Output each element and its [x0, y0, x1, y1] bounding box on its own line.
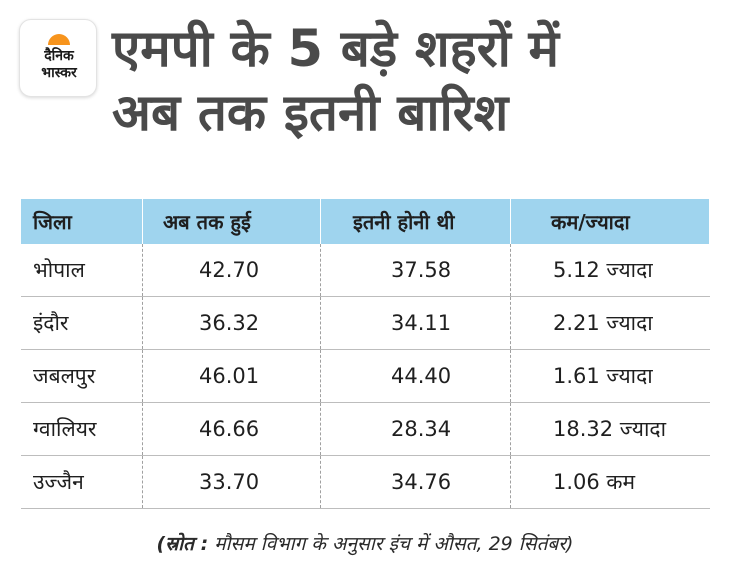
table-header: जिला अब तक हुई इतनी होनी थी कम/ज्यादा	[21, 199, 710, 244]
actual-rain-cell: 46.01	[143, 350, 321, 402]
actual-rain-cell: 42.70	[143, 244, 321, 296]
column-header-expected: इतनी होनी थी	[321, 199, 511, 244]
actual-rain-cell: 33.70	[143, 456, 321, 508]
district-cell: उज्जैन	[21, 456, 143, 508]
difference-cell: 1.06 कम	[553, 470, 636, 494]
table-row: भोपाल 42.70 37.58 5.12 ज्यादा	[21, 244, 710, 297]
expected-rain-cell: 34.76	[321, 456, 511, 508]
district-cell: भोपाल	[21, 244, 143, 296]
table-row: उज्जैन 33.70 34.76 1.06 कम	[21, 456, 710, 509]
sun-icon	[48, 34, 70, 45]
logo-line1: दैनिक	[44, 48, 74, 64]
actual-rain-cell: 36.32	[143, 297, 321, 349]
source-note: (स्रोत : मौसम विभाग के अनुसार इंच में औस…	[0, 530, 730, 556]
district-cell: जबलपुर	[21, 350, 143, 402]
difference-cell: 5.12 ज्यादा	[553, 258, 653, 282]
expected-rain-cell: 34.11	[321, 297, 511, 349]
district-cell: ग्वालियर	[21, 403, 143, 455]
district-cell: इंदौर	[21, 297, 143, 349]
title-line2: अब तक इतनी बारिश	[112, 84, 509, 143]
table-row: ग्वालियर 46.66 28.34 18.32 ज्यादा	[21, 403, 710, 456]
difference-cell: 1.61 ज्यादा	[553, 364, 653, 388]
source-text: मौसम विभाग के अनुसार इंच में औसत, 29 सित…	[208, 533, 574, 555]
table-row: इंदौर 36.32 34.11 2.21 ज्यादा	[21, 297, 710, 350]
page-title: एमपी के 5 बड़े शहरों में अब तक इतनी बारि…	[112, 18, 712, 146]
table-row: जबलपुर 46.01 44.40 1.61 ज्यादा	[21, 350, 710, 403]
dainik-bhaskar-logo: दैनिक भास्कर	[19, 19, 97, 97]
source-label: (स्रोत :	[156, 533, 209, 555]
expected-rain-cell: 28.34	[321, 403, 511, 455]
logo-line2: भास्कर	[41, 65, 77, 81]
actual-rain-cell: 46.66	[143, 403, 321, 455]
column-header-difference: कम/ज्यादा	[511, 199, 710, 244]
difference-cell: 18.32 ज्यादा	[553, 417, 667, 441]
difference-cell: 2.21 ज्यादा	[553, 311, 653, 335]
expected-rain-cell: 37.58	[321, 244, 511, 296]
expected-rain-cell: 44.40	[321, 350, 511, 402]
column-header-actual: अब तक हुई	[143, 199, 321, 244]
title-line1: एमपी के 5 बड़े शहरों में	[112, 20, 560, 79]
column-header-district: जिला	[21, 199, 143, 244]
rainfall-table: जिला अब तक हुई इतनी होनी थी कम/ज्यादा भो…	[21, 199, 710, 509]
